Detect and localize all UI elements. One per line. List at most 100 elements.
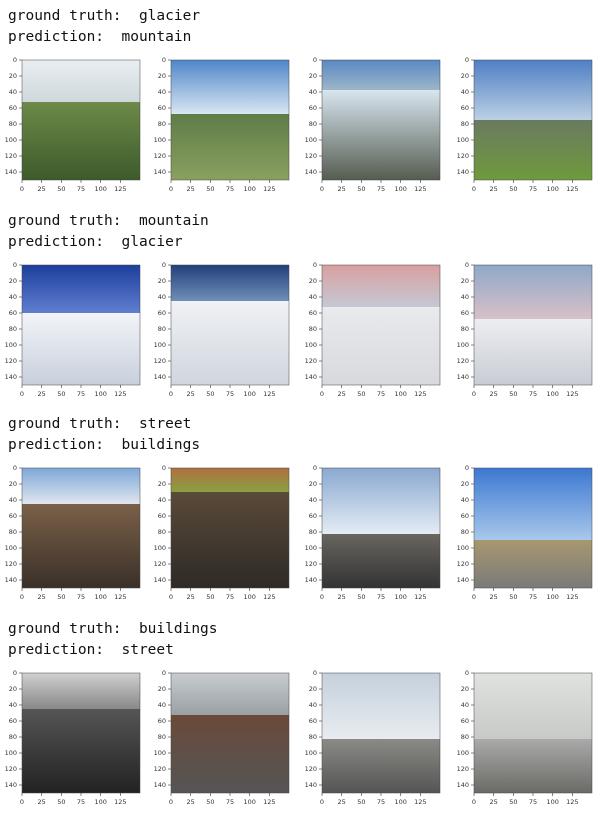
y-tick-label: 40 bbox=[9, 88, 17, 96]
y-tick-label: 140 bbox=[457, 781, 469, 789]
y-tick-label: 20 bbox=[309, 72, 317, 80]
y-tick-label: 140 bbox=[154, 576, 166, 584]
y-tick-label: 0 bbox=[313, 56, 317, 64]
y-tick-label: 100 bbox=[154, 136, 166, 144]
y-tick-label: 120 bbox=[305, 357, 317, 365]
x-tick-label: 125 bbox=[414, 185, 426, 193]
y-tick-label: 60 bbox=[461, 717, 469, 725]
x-tick-label: 25 bbox=[38, 593, 46, 601]
y-tick-label: 100 bbox=[305, 749, 317, 757]
x-tick-label: 0 bbox=[169, 390, 173, 398]
y-tick-label: 120 bbox=[457, 357, 469, 365]
x-tick-label: 50 bbox=[57, 593, 65, 601]
y-tick-label: 120 bbox=[5, 560, 17, 568]
y-tick-label: 20 bbox=[309, 685, 317, 693]
y-tick-label: 100 bbox=[154, 341, 166, 349]
x-tick-label: 75 bbox=[77, 798, 85, 806]
photo bbox=[321, 672, 441, 794]
y-tick-label: 40 bbox=[158, 293, 166, 301]
x-tick-label: 125 bbox=[263, 798, 275, 806]
photo bbox=[21, 467, 141, 589]
x-tick-label: 125 bbox=[566, 593, 578, 601]
y-tick-label: 80 bbox=[461, 120, 469, 128]
y-tick-label: 140 bbox=[305, 373, 317, 381]
y-tick-label: 20 bbox=[158, 277, 166, 285]
y-tick-label: 40 bbox=[309, 88, 317, 96]
x-tick-label: 25 bbox=[38, 798, 46, 806]
prediction: prediction: glacier bbox=[8, 234, 183, 250]
x-tick-label: 25 bbox=[187, 390, 195, 398]
x-tick-label: 75 bbox=[377, 798, 385, 806]
x-tick-label: 125 bbox=[566, 185, 578, 193]
x-tick-label: 75 bbox=[529, 185, 537, 193]
x-tick-label: 0 bbox=[20, 798, 24, 806]
x-tick-label: 75 bbox=[77, 593, 85, 601]
x-tick-label: 100 bbox=[546, 798, 558, 806]
y-tick-label: 80 bbox=[9, 733, 17, 741]
y-tick-label: 40 bbox=[309, 293, 317, 301]
x-tick-label: 100 bbox=[94, 593, 106, 601]
x-tick-label: 75 bbox=[529, 390, 537, 398]
x-tick-label: 0 bbox=[320, 185, 324, 193]
x-tick-label: 0 bbox=[472, 185, 476, 193]
y-tick-label: 0 bbox=[465, 669, 469, 677]
y-tick-label: 120 bbox=[5, 357, 17, 365]
y-tick-label: 0 bbox=[465, 464, 469, 472]
x-tick-label: 100 bbox=[394, 390, 406, 398]
x-tick-label: 75 bbox=[529, 798, 537, 806]
y-tick-label: 80 bbox=[309, 325, 317, 333]
photo bbox=[473, 467, 593, 589]
y-tick-label: 140 bbox=[305, 168, 317, 176]
y-tick-label: 100 bbox=[154, 749, 166, 757]
y-tick-label: 140 bbox=[5, 576, 17, 584]
x-tick-label: 125 bbox=[114, 593, 126, 601]
x-tick-label: 0 bbox=[320, 390, 324, 398]
y-tick-label: 20 bbox=[9, 72, 17, 80]
x-tick-label: 125 bbox=[566, 798, 578, 806]
y-tick-label: 60 bbox=[309, 717, 317, 725]
y-tick-label: 0 bbox=[465, 261, 469, 269]
y-tick-label: 60 bbox=[309, 512, 317, 520]
x-tick-label: 50 bbox=[57, 390, 65, 398]
y-tick-label: 100 bbox=[305, 341, 317, 349]
y-tick-label: 40 bbox=[309, 496, 317, 504]
x-tick-label: 25 bbox=[187, 185, 195, 193]
y-tick-label: 0 bbox=[162, 56, 166, 64]
ground-truth: ground truth: buildings bbox=[8, 621, 218, 637]
y-tick-label: 80 bbox=[309, 120, 317, 128]
y-tick-label: 100 bbox=[305, 544, 317, 552]
x-tick-label: 50 bbox=[57, 185, 65, 193]
y-tick-label: 20 bbox=[9, 277, 17, 285]
y-tick-label: 80 bbox=[461, 733, 469, 741]
photo bbox=[321, 59, 441, 181]
y-tick-label: 80 bbox=[9, 325, 17, 333]
x-tick-label: 125 bbox=[414, 593, 426, 601]
x-tick-label: 0 bbox=[472, 390, 476, 398]
x-tick-label: 25 bbox=[490, 593, 498, 601]
x-tick-label: 100 bbox=[394, 798, 406, 806]
y-tick-label: 120 bbox=[457, 765, 469, 773]
y-tick-label: 20 bbox=[461, 277, 469, 285]
x-tick-label: 25 bbox=[38, 185, 46, 193]
x-tick-label: 50 bbox=[357, 798, 365, 806]
y-tick-label: 120 bbox=[154, 560, 166, 568]
x-tick-label: 100 bbox=[546, 185, 558, 193]
y-tick-label: 20 bbox=[9, 480, 17, 488]
x-tick-label: 125 bbox=[114, 390, 126, 398]
y-tick-label: 100 bbox=[457, 341, 469, 349]
y-tick-label: 20 bbox=[461, 480, 469, 488]
y-tick-label: 40 bbox=[461, 701, 469, 709]
x-tick-label: 0 bbox=[472, 798, 476, 806]
y-tick-label: 80 bbox=[461, 528, 469, 536]
x-tick-label: 125 bbox=[114, 798, 126, 806]
ground-truth: ground truth: street bbox=[8, 416, 191, 432]
x-tick-label: 50 bbox=[357, 390, 365, 398]
y-tick-label: 80 bbox=[9, 120, 17, 128]
y-tick-label: 80 bbox=[158, 120, 166, 128]
x-tick-label: 25 bbox=[338, 390, 346, 398]
x-tick-label: 125 bbox=[263, 185, 275, 193]
x-tick-label: 125 bbox=[263, 593, 275, 601]
x-tick-label: 100 bbox=[243, 798, 255, 806]
ground-truth: ground truth: glacier bbox=[8, 8, 200, 24]
x-tick-label: 100 bbox=[243, 593, 255, 601]
